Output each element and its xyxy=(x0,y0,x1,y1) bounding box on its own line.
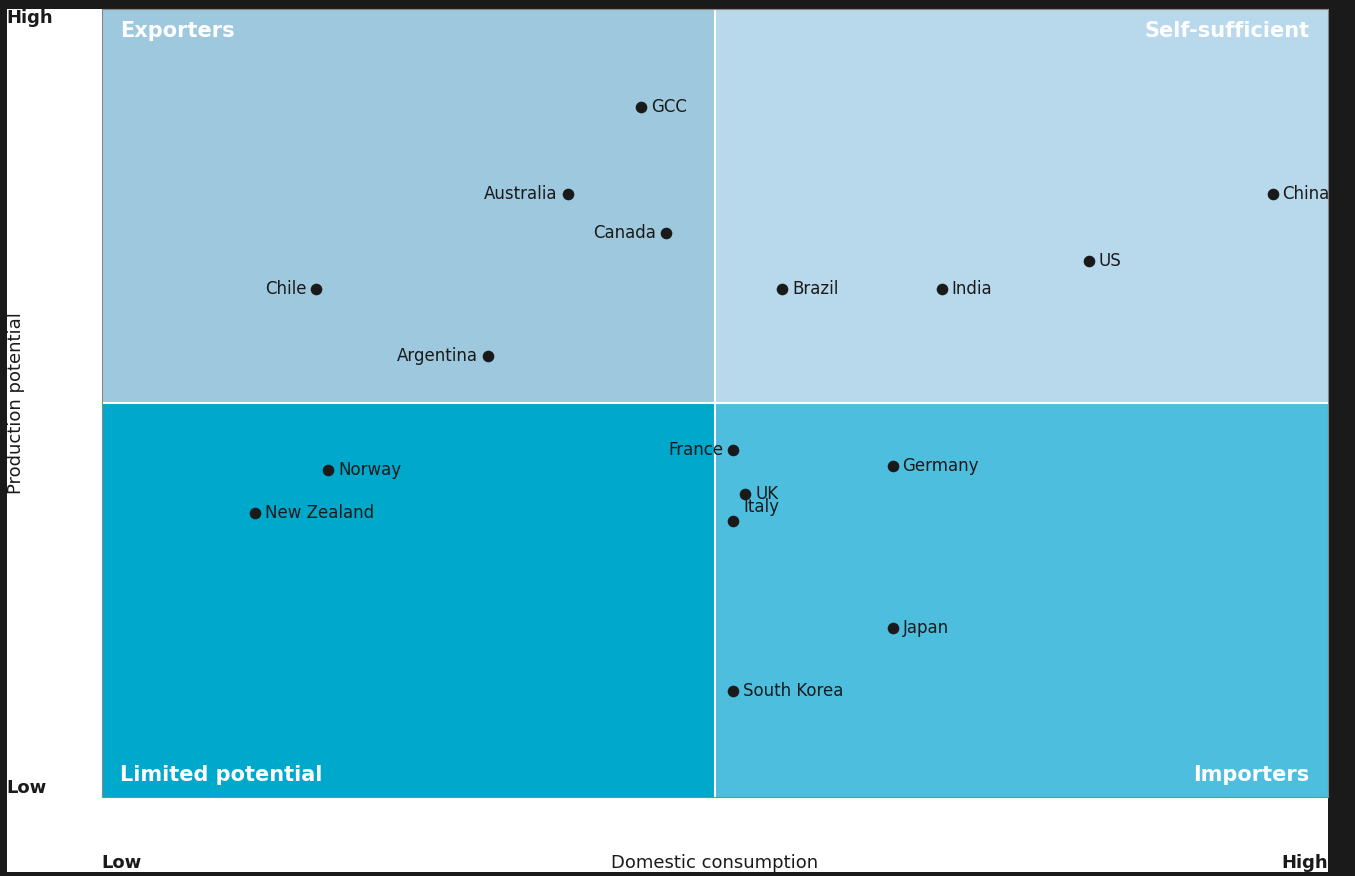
Text: High: High xyxy=(1282,853,1328,872)
Text: Low: Low xyxy=(102,853,142,872)
Text: Domestic consumption: Domestic consumption xyxy=(611,853,818,872)
Point xyxy=(931,282,953,296)
Text: Self-sufficient: Self-sufficient xyxy=(1145,21,1309,40)
Point xyxy=(734,487,756,501)
Text: Chile: Chile xyxy=(266,279,306,298)
Text: Canada: Canada xyxy=(593,224,656,243)
Point xyxy=(654,227,676,241)
Text: Importers: Importers xyxy=(1194,766,1309,785)
Text: UK: UK xyxy=(755,484,778,503)
Text: Italy: Italy xyxy=(743,498,779,516)
Text: India: India xyxy=(951,279,992,298)
Point xyxy=(1262,187,1283,201)
Point xyxy=(882,620,904,634)
Bar xyxy=(715,9,1328,403)
Point xyxy=(722,443,744,457)
Bar xyxy=(102,9,715,403)
Point xyxy=(477,349,499,363)
Point xyxy=(305,282,327,296)
Text: France: France xyxy=(668,442,724,459)
Text: Production potential: Production potential xyxy=(7,312,24,494)
Point xyxy=(722,683,744,697)
Text: Argentina: Argentina xyxy=(397,347,478,364)
Text: New Zealand: New Zealand xyxy=(264,505,374,522)
Point xyxy=(1079,254,1100,268)
Text: High: High xyxy=(7,9,53,27)
Text: Australia: Australia xyxy=(484,185,558,203)
Point xyxy=(317,463,339,477)
Text: China: China xyxy=(1283,185,1329,203)
Text: South Korea: South Korea xyxy=(743,682,843,700)
Text: Brazil: Brazil xyxy=(793,279,839,298)
Bar xyxy=(102,403,715,797)
Text: US: US xyxy=(1099,252,1122,270)
Text: Exporters: Exporters xyxy=(121,21,234,40)
Text: Low: Low xyxy=(7,779,47,797)
Text: Norway: Norway xyxy=(339,461,401,479)
Point xyxy=(244,506,266,520)
Text: Limited potential: Limited potential xyxy=(121,766,322,785)
Point xyxy=(630,100,652,114)
Point xyxy=(722,514,744,528)
Bar xyxy=(715,403,1328,797)
Point xyxy=(771,282,793,296)
Point xyxy=(882,459,904,473)
Text: Japan: Japan xyxy=(902,618,948,637)
Point xyxy=(557,187,579,201)
Text: GCC: GCC xyxy=(650,98,687,117)
Text: Germany: Germany xyxy=(902,457,978,475)
